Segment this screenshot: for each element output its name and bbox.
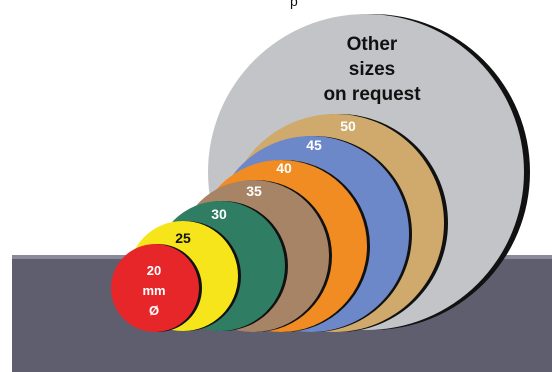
size-label-50: 50 bbox=[340, 118, 356, 134]
size-label-20-diameter: Ø bbox=[149, 303, 159, 318]
disc-20-face bbox=[111, 244, 199, 332]
top-caption: p bbox=[290, 0, 298, 9]
disc-20 bbox=[111, 244, 202, 332]
size-label-30: 30 bbox=[211, 206, 227, 222]
size-label-45: 45 bbox=[306, 137, 322, 153]
size-label-20: 20 bbox=[147, 263, 161, 278]
note-line-3: on request bbox=[323, 84, 421, 105]
note-line-2: sizes bbox=[349, 59, 395, 80]
note-line-1: Other bbox=[347, 34, 398, 55]
size-label-40: 40 bbox=[276, 160, 292, 176]
size-label-20-unit: mm bbox=[142, 283, 165, 298]
size-label-25: 25 bbox=[175, 230, 191, 246]
size-label-35: 35 bbox=[246, 183, 262, 199]
